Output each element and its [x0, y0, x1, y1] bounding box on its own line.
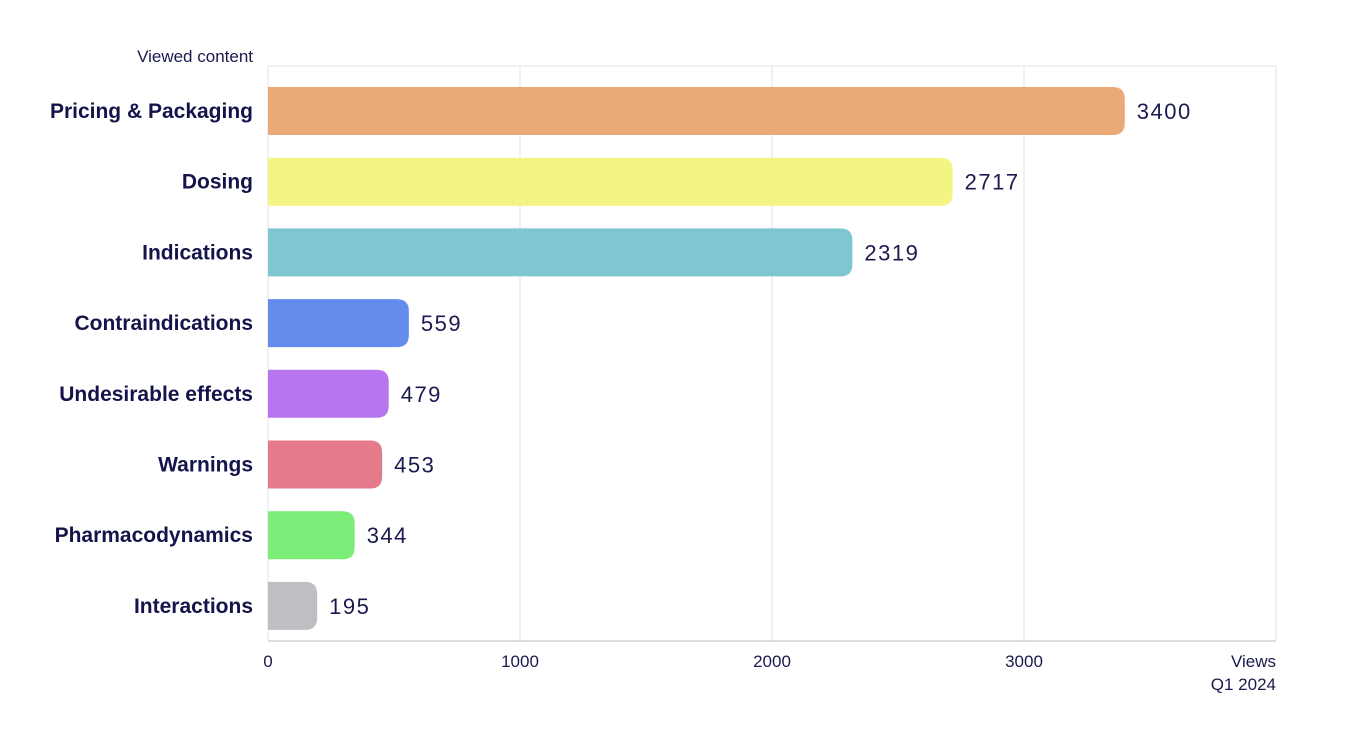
category-label: Contraindications — [74, 312, 253, 335]
x-axis-subtitle: Q1 2024 — [1211, 675, 1276, 694]
x-tick-label: 3000 — [1005, 652, 1043, 671]
bar-indications — [268, 228, 853, 277]
value-label: 195 — [329, 594, 370, 619]
bar-interactions — [268, 581, 318, 630]
value-label: 479 — [401, 382, 442, 407]
category-label: Pharmacodynamics — [55, 524, 253, 547]
value-label: 344 — [367, 523, 408, 548]
value-label: 559 — [421, 311, 462, 336]
bar-pharmacodynamics — [268, 511, 355, 560]
value-label: 453 — [394, 453, 435, 478]
category-label: Undesirable effects — [59, 383, 253, 406]
x-tick-label: 1000 — [501, 652, 539, 671]
category-label: Interactions — [134, 595, 253, 618]
x-tick-label: 2000 — [753, 652, 791, 671]
gridlines — [267, 65, 1277, 642]
bar-undesirable-effects — [268, 369, 389, 418]
category-label: Pricing & Packaging — [50, 100, 253, 123]
value-label: 3400 — [1137, 99, 1192, 124]
bar-contraindications — [268, 299, 409, 348]
bars — [268, 87, 1125, 630]
x-axis-title: Views — [1231, 652, 1276, 671]
category-label: Indications — [142, 241, 253, 264]
bar-warnings — [268, 440, 383, 489]
x-tick-label: 0 — [263, 652, 272, 671]
value-label: 2319 — [864, 240, 919, 265]
value-label: 2717 — [965, 170, 1020, 195]
bar-dosing — [268, 157, 953, 206]
category-label: Warnings — [158, 454, 253, 477]
labels: 0 1000 2000 3000 Pricing & Packaging 3400 Dosi… — [50, 99, 1192, 671]
category-label: Dosing — [182, 171, 253, 194]
bar-pricing-packaging — [268, 87, 1125, 135]
y-axis-title: Viewed content — [137, 47, 253, 66]
